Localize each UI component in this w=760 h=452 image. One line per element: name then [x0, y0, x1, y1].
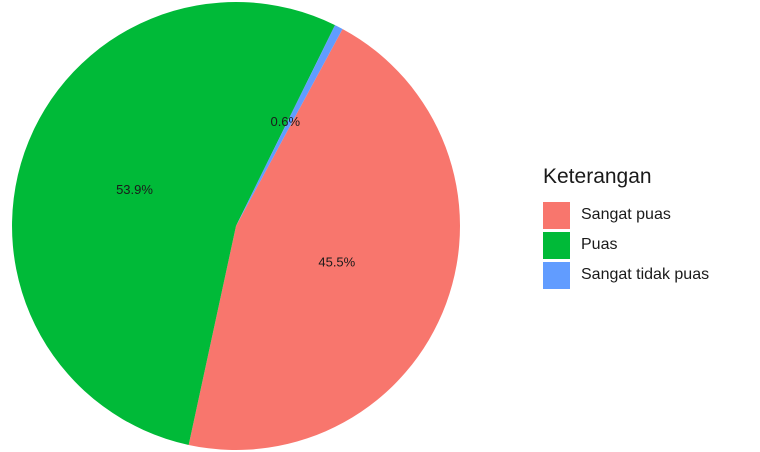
legend-label-sangat-tidak-puas: Sangat tidak puas: [581, 266, 710, 283]
pie-slice-sangat-puas: [188, 28, 460, 450]
legend-item-puas: Puas: [543, 230, 709, 260]
slice-label-puas: 53.9%: [116, 182, 153, 197]
slice-label-sangat-tidak-puas: 0.6%: [270, 114, 300, 129]
legend: Keterangan Sangat puas Puas Sangat tidak p…: [543, 164, 709, 290]
legend-items: Sangat puas Puas Sangat tidak puas: [543, 200, 709, 290]
pie-slice-sangat-tidak-puas: [236, 25, 343, 226]
slice-labels: 45.5% 53.9% 0.6%: [116, 114, 356, 270]
legend-swatch-sangat-puas: [543, 201, 570, 229]
pie-slices: [12, 2, 460, 450]
legend-title: Keterangan: [543, 165, 652, 188]
legend-label-puas: Puas: [581, 236, 618, 253]
legend-swatch-sangat-tidak-puas: [543, 261, 570, 289]
legend-item-sangat-tidak-puas: Sangat tidak puas: [543, 260, 709, 290]
pie-slice-puas: [12, 2, 336, 445]
legend-swatch-puas: [543, 231, 570, 259]
legend-label-sangat-puas: Sangat puas: [581, 206, 671, 223]
legend-item-sangat-puas: Sangat puas: [543, 200, 709, 230]
slice-label-sangat-puas: 45.5%: [318, 255, 355, 270]
